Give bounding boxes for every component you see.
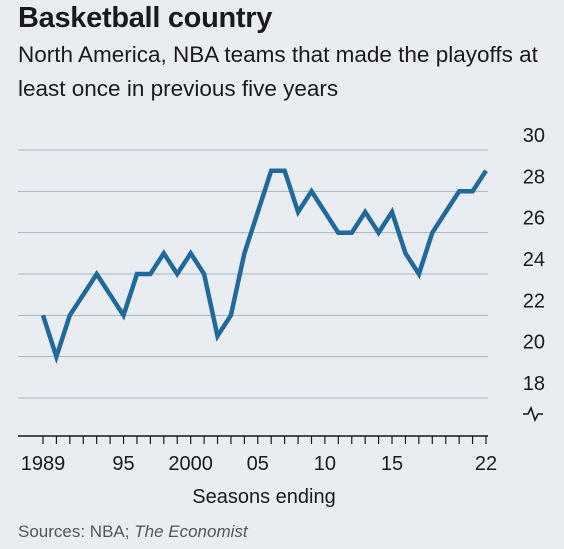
y-tick-label: 20 — [523, 332, 545, 354]
y-axis-ticks: 18 20 22 24 26 28 30 — [523, 125, 545, 423]
source-publication: The Economist — [134, 522, 248, 541]
x-axis — [18, 435, 488, 444]
x-tick-label: 95 — [112, 453, 134, 475]
series-layer — [40, 168, 488, 365]
x-tick-label: 1989 — [21, 453, 66, 475]
source-label: Sources: NBA; — [18, 522, 130, 541]
y-tick-label: 30 — [523, 125, 545, 147]
chart-title: Basketball country — [18, 2, 273, 34]
y-tick-label: 24 — [523, 249, 545, 271]
y-tick-label: 22 — [523, 290, 545, 312]
x-tick-label: 15 — [381, 453, 403, 475]
y-tick-label: 18 — [523, 373, 545, 395]
x-axis-ticks: 1989 95 2000 05 10 15 22 — [21, 453, 497, 475]
x-tick-label: 22 — [475, 453, 497, 475]
y-tick-label: 28 — [523, 166, 545, 188]
series-line — [40, 168, 488, 365]
source-note: Sources: NBA; The Economist — [18, 522, 248, 542]
x-axis-label: Seasons ending — [192, 486, 335, 508]
axis-break-icon — [523, 405, 543, 423]
x-tick-label: 2000 — [168, 453, 213, 475]
chart-subtitle: North America, NBA teams that made the p… — [18, 42, 538, 101]
y-tick-label: 26 — [523, 208, 545, 230]
x-tick-label: 10 — [314, 453, 336, 475]
x-tick-label: 05 — [247, 453, 269, 475]
